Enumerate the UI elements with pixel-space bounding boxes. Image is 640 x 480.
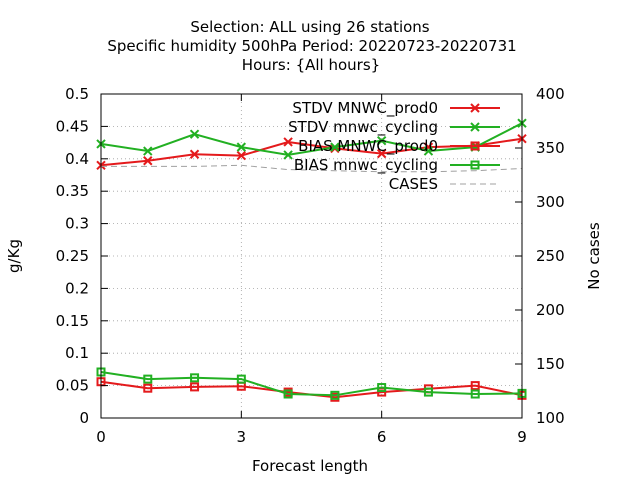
legend-entry: STDV mnwc_cycling (288, 118, 500, 137)
title-line-3: Hours: {All hours} (242, 56, 380, 74)
x-axis-label: Forecast length (252, 457, 368, 475)
title-line-1: Selection: ALL using 26 stations (190, 18, 429, 36)
series-3 (96, 367, 527, 400)
data-point (470, 389, 480, 399)
data-point (143, 374, 153, 384)
y2-tick-label: 200 (536, 301, 565, 319)
legend-marker-stroke (470, 122, 480, 132)
y-tick-label: 0.05 (56, 377, 89, 395)
y-tick-label: 0.3 (65, 215, 89, 233)
data-point-stroke (189, 129, 200, 139)
series-line (100, 122, 523, 156)
data-point (283, 137, 293, 147)
y2-tick-label: 350 (536, 139, 565, 157)
data-point (189, 149, 200, 159)
data-point (190, 382, 200, 392)
data-point (189, 129, 200, 139)
title-line-2: Specific humidity 500hPa Period: 2022072… (107, 37, 516, 55)
data-point (283, 389, 293, 399)
legend-marker (470, 160, 480, 170)
data-point (143, 383, 153, 393)
legend-entry: STDV MNWC_prod0 (292, 99, 500, 118)
legend-entry: BIAS mnwc_cycling (294, 156, 500, 175)
y2-tick-label: 250 (536, 247, 565, 265)
legend-label: BIAS mnwc_cycling (294, 156, 438, 175)
y-tick-label: 0.1 (65, 344, 89, 362)
data-point (236, 150, 247, 161)
data-point (376, 148, 387, 159)
series-line (100, 371, 523, 397)
data-point (470, 381, 480, 391)
legend-label: STDV MNWC_prod0 (292, 99, 438, 118)
legend-entry: CASES (389, 175, 500, 193)
data-point-stroke (330, 142, 340, 152)
y-tick-label: 0.4 (65, 150, 89, 168)
y-tick-label: 0 (79, 409, 89, 427)
data-point-stroke (376, 148, 387, 159)
series-line (101, 164, 523, 173)
legend-marker-stroke (470, 103, 480, 113)
legend-label: CASES (389, 175, 438, 193)
data-point (143, 156, 153, 166)
data-point (330, 142, 340, 152)
data-point (236, 142, 247, 152)
data-point-stroke (376, 135, 387, 146)
data-point-stroke (143, 156, 153, 166)
data-point-stroke (423, 146, 434, 156)
data-point (283, 150, 293, 160)
legend-marker (470, 141, 480, 151)
x-tick-label: 0 (96, 428, 106, 446)
legend-marker (470, 103, 480, 113)
y-tick-label: 0.35 (56, 182, 89, 200)
legend-entry: BIAS MNWC_prod0 (298, 137, 500, 156)
chart-title: Selection: ALL using 26 stations Specifi… (107, 18, 516, 74)
y2-tick-label: 400 (536, 85, 565, 103)
data-point-stroke (143, 146, 153, 156)
data-point-stroke (283, 150, 293, 160)
x-tick-label: 6 (377, 428, 387, 446)
y2-tick-label: 150 (536, 355, 565, 373)
series-4 (101, 164, 523, 173)
y-tick-label: 0.15 (56, 312, 89, 330)
data-point (190, 373, 200, 383)
y-tick-label: 0.45 (56, 117, 89, 135)
data-point-stroke (236, 150, 247, 161)
y-tick-label: 0.5 (65, 85, 89, 103)
axis-ticks: 0 0.05 0.1 0.15 0.2 0.25 0.3 0.35 0.4 0.45 0.5 100 1… (56, 85, 565, 446)
data-point (423, 387, 433, 397)
data-point (236, 374, 246, 384)
legend-marker (470, 122, 480, 132)
data-point (376, 135, 387, 146)
y-axis-label: g/Kg (5, 239, 23, 273)
y2-tick-label: 100 (536, 409, 565, 427)
x-tick-label: 9 (517, 428, 527, 446)
y2-axis-label: No cases (585, 222, 603, 290)
y2-tick-label: 300 (536, 193, 565, 211)
data-point-stroke (283, 137, 293, 147)
data-point (377, 383, 387, 393)
data-point (143, 146, 153, 156)
data-point (377, 387, 387, 397)
series-2 (96, 377, 527, 402)
y-tick-label: 0.25 (56, 247, 89, 265)
data-point-stroke (189, 149, 200, 159)
y-tick-label: 0.2 (65, 279, 89, 297)
legend-label: STDV mnwc_cycling (288, 118, 438, 137)
x-tick-label: 3 (237, 428, 247, 446)
legend-label: BIAS MNWC_prod0 (298, 137, 438, 156)
data-point (423, 146, 434, 156)
data-point (330, 390, 340, 400)
data-point-stroke (236, 142, 247, 152)
